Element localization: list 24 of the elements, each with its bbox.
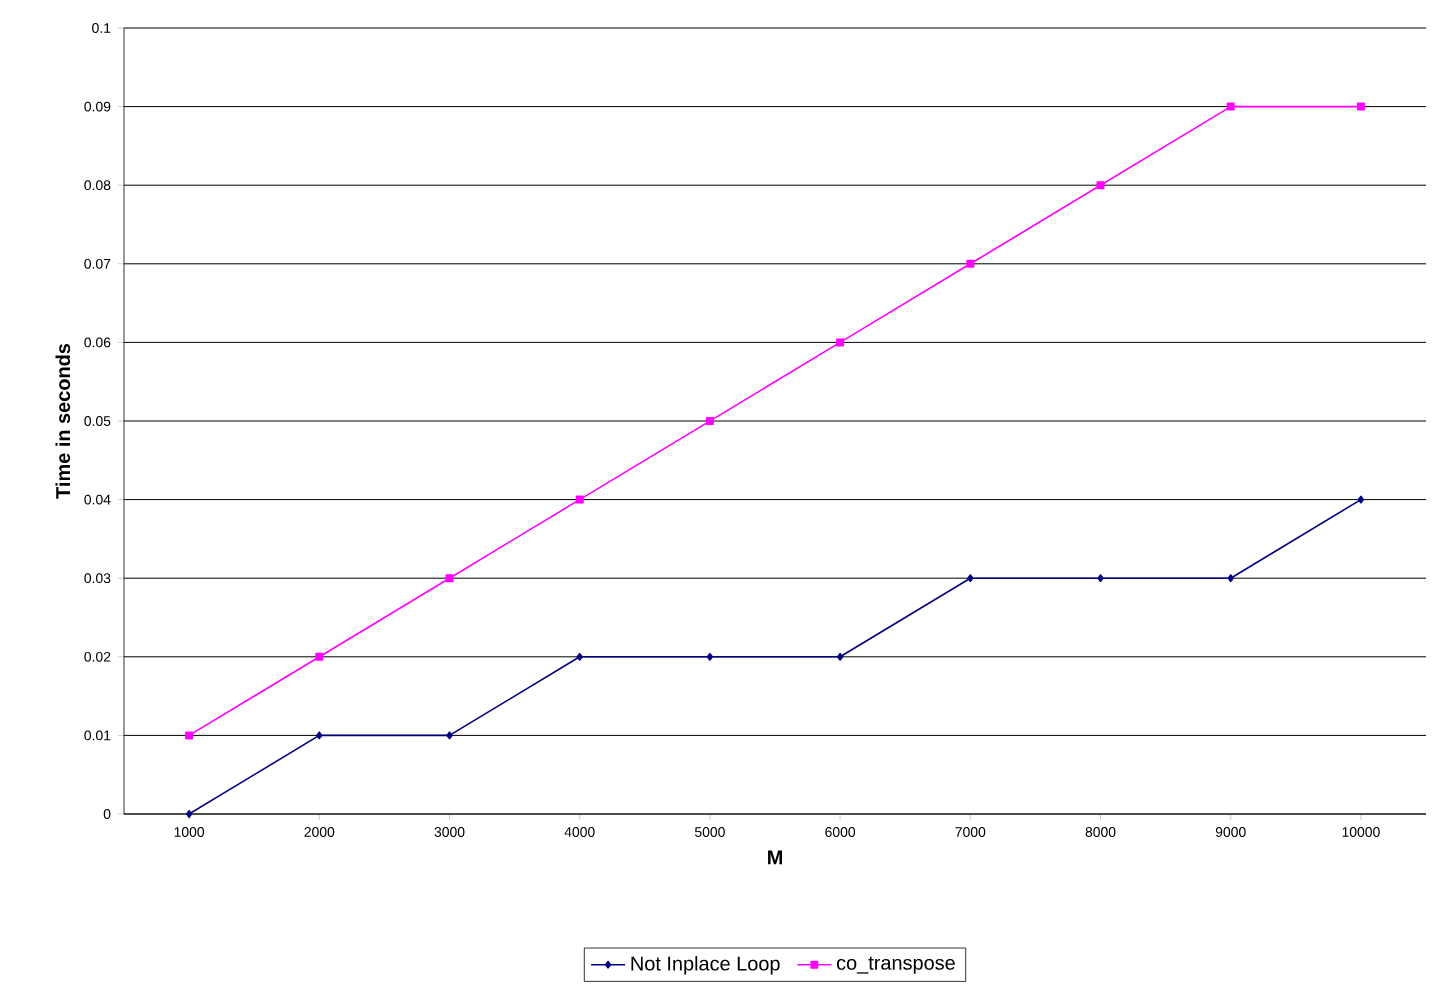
point [316, 731, 323, 740]
point [705, 417, 714, 425]
point [1097, 574, 1104, 583]
legend-label: Not Inplace Loop [631, 955, 780, 975]
point [967, 574, 974, 583]
y-axis-title: Time in seconds [55, 343, 71, 499]
point [576, 652, 583, 661]
point [966, 259, 975, 268]
point [706, 652, 714, 661]
point [185, 810, 193, 818]
point [1227, 574, 1234, 583]
point [445, 574, 454, 583]
point [1226, 102, 1235, 111]
point [1356, 102, 1365, 111]
point [836, 652, 844, 661]
point [185, 731, 194, 740]
point [315, 652, 324, 661]
point [575, 495, 584, 504]
x-axis-title: M [768, 850, 782, 865]
legend-label: co_transpose [836, 956, 955, 974]
point [1096, 181, 1105, 190]
point [446, 731, 453, 740]
point [836, 338, 845, 347]
point [1357, 495, 1365, 504]
